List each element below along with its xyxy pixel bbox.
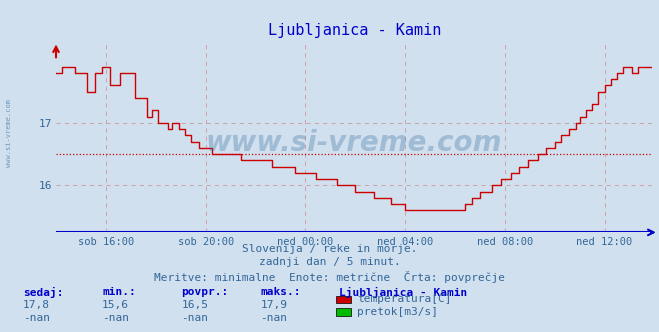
Title: Ljubljanica - Kamin: Ljubljanica - Kamin [268, 23, 441, 38]
Text: 17,8: 17,8 [23, 300, 50, 310]
Text: 17,9: 17,9 [260, 300, 287, 310]
Text: povpr.:: povpr.: [181, 287, 229, 297]
Text: temperatura[C]: temperatura[C] [357, 294, 451, 304]
Text: zadnji dan / 5 minut.: zadnji dan / 5 minut. [258, 257, 401, 267]
Text: www.si-vreme.com: www.si-vreme.com [206, 129, 502, 157]
Text: 16,5: 16,5 [181, 300, 208, 310]
Text: -nan: -nan [260, 313, 287, 323]
Text: -nan: -nan [181, 313, 208, 323]
Text: pretok[m3/s]: pretok[m3/s] [357, 307, 438, 317]
Text: -nan: -nan [23, 313, 50, 323]
Text: www.si-vreme.com: www.si-vreme.com [5, 99, 12, 167]
Text: sedaj:: sedaj: [23, 287, 63, 298]
Text: Ljubljanica - Kamin: Ljubljanica - Kamin [339, 287, 468, 298]
Text: 15,6: 15,6 [102, 300, 129, 310]
Text: min.:: min.: [102, 287, 136, 297]
Text: Slovenija / reke in morje.: Slovenija / reke in morje. [242, 244, 417, 254]
Text: -nan: -nan [102, 313, 129, 323]
Text: maks.:: maks.: [260, 287, 301, 297]
Text: Meritve: minimalne  Enote: metrične  Črta: povprečje: Meritve: minimalne Enote: metrične Črta:… [154, 271, 505, 283]
